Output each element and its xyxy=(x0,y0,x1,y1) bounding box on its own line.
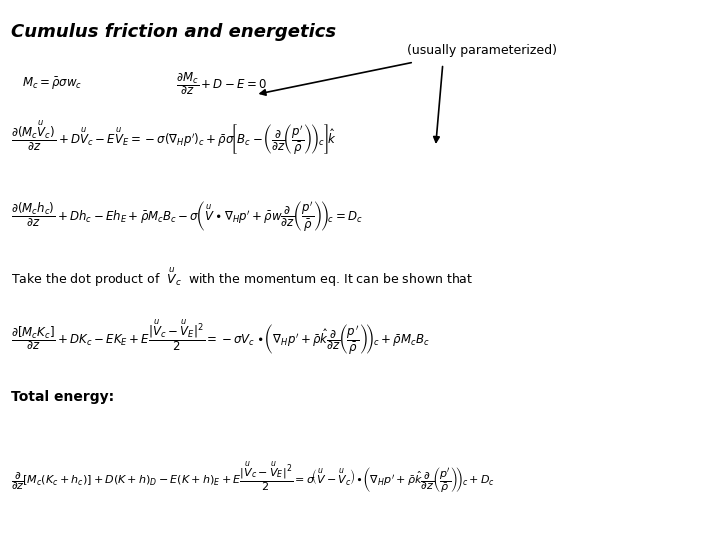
Text: Take the dot product of  $\overset{u}{V}_c$  with the momentum eq. It can be sho: Take the dot product of $\overset{u}{V}_… xyxy=(11,265,473,289)
Text: $\dfrac{\partial}{\partial z}\!\left[M_c(K_c+h_c)\right] + D(K+h)_D - E(K+h)_E +: $\dfrac{\partial}{\partial z}\!\left[M_c… xyxy=(11,460,495,496)
Text: Cumulus friction and energetics: Cumulus friction and energetics xyxy=(11,23,336,40)
Text: $\dfrac{\partial[M_c K_c]}{\partial z} + DK_c - EK_E + E\dfrac{|\overset{u}{V}_c: $\dfrac{\partial[M_c K_c]}{\partial z} +… xyxy=(11,318,430,357)
Text: Total energy:: Total energy: xyxy=(11,390,114,404)
Text: $\dfrac{\partial(M_c h_c)}{\partial z} + Dh_c - Eh_E + \bar{\rho}M_c B_c - \sigm: $\dfrac{\partial(M_c h_c)}{\partial z} +… xyxy=(11,199,363,233)
Text: $\dfrac{\partial M_c}{\partial z} + D - E = 0$: $\dfrac{\partial M_c}{\partial z} + D - … xyxy=(176,70,267,97)
Text: (usually parameterized): (usually parameterized) xyxy=(407,44,557,57)
Text: $M_c = \bar{\rho}\sigma w_c$: $M_c = \bar{\rho}\sigma w_c$ xyxy=(22,76,82,92)
Text: $\dfrac{\partial(M_c\overset{u}{V}_c)}{\partial z} + D\overset{u}{V}_c - E\overs: $\dfrac{\partial(M_c\overset{u}{V}_c)}{\… xyxy=(11,118,336,157)
